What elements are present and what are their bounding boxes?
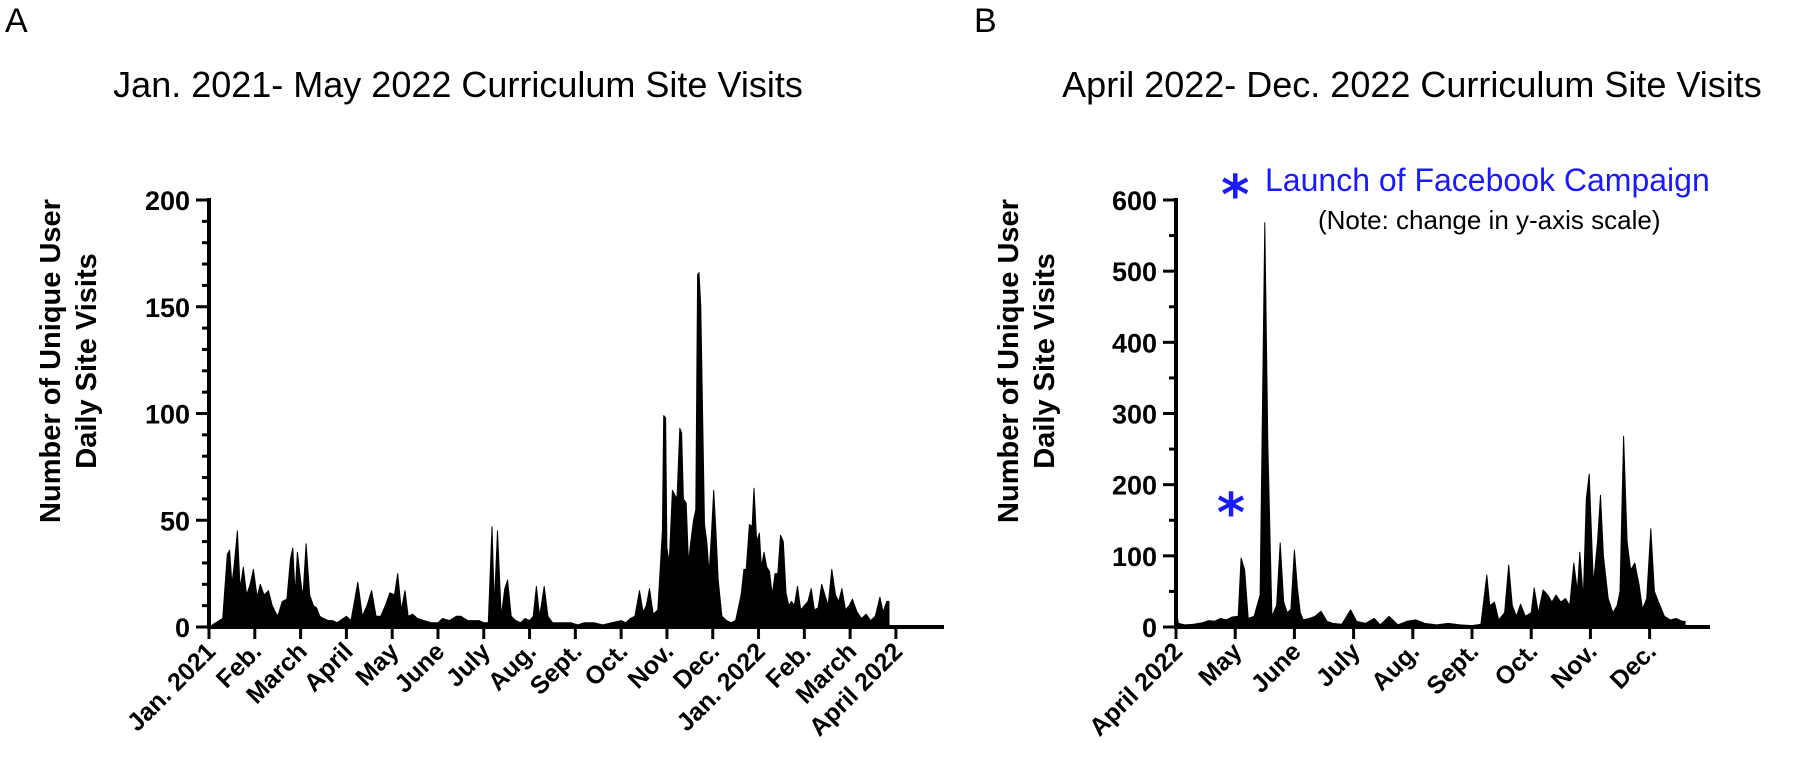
panel-a-y-tick-label: 0	[175, 613, 190, 643]
panel-a-x-tick-label: July	[441, 637, 496, 692]
panel-a-y-tick-label: 100	[145, 400, 190, 430]
panel-a-y-tick-label: 200	[145, 186, 190, 216]
panel-a-y-tick-label: 50	[160, 506, 190, 536]
panel-b-x-tick-label: Aug.	[1366, 637, 1425, 696]
panel-b-x-tick-label: Dec.	[1605, 637, 1662, 694]
panel-a: A Jan. 2021- May 2022 Curriculum Site Vi…	[5, 2, 944, 742]
panel-a-x-tick-label: April	[299, 637, 359, 697]
panel-b-letter: B	[974, 2, 997, 40]
panel-b: B April 2022- Dec. 2022 Curriculum Site …	[974, 2, 1762, 742]
panel-b-y-tick-label: 400	[1112, 328, 1157, 358]
panel-b-y-axis-title-line2: Daily Site Visits	[1029, 253, 1061, 468]
panel-b-title: April 2022- Dec. 2022 Curriculum Site Vi…	[1062, 64, 1762, 105]
panel-b-y-tick-label: 200	[1112, 471, 1157, 501]
panel-b-y-axis-title: Number of Unique User Daily Site Visits	[993, 199, 1061, 523]
launch-annotation: Launch of Facebook Campaign	[1265, 162, 1710, 198]
panel-b-x-tick-label: July	[1311, 637, 1366, 692]
panel-b-y-tick-label: 100	[1112, 542, 1157, 572]
panel-b-y-tick-label: 600	[1112, 186, 1157, 216]
panel-b-x-tick-label: Sept.	[1421, 637, 1484, 700]
panel-a-series-area-0	[208, 272, 890, 628]
panel-a-x-tick-label: Sept.	[525, 637, 588, 700]
panel-a-x-tick-label: Oct.	[579, 637, 633, 691]
panel-b-y-tick-label: 500	[1112, 257, 1157, 287]
panel-b-series-area-0	[1175, 222, 1686, 628]
panel-b-y-tick-label: 300	[1112, 400, 1157, 430]
panel-b-x-tick-label: Oct.	[1489, 637, 1543, 691]
panel-a-y-tick-label: 150	[145, 293, 190, 323]
panel-a-series	[208, 272, 890, 628]
panel-a-y-axis-title-line1: Number of Unique User	[35, 199, 67, 523]
annotation-star-icon: *	[1217, 482, 1245, 545]
panel-b-x-tick-label: Nov.	[1546, 637, 1603, 694]
panel-b-x-tick-label: May	[1193, 637, 1247, 691]
panel-a-letter: A	[5, 2, 28, 40]
panel-b-x-tick-label: June	[1246, 637, 1307, 698]
panel-a-title: Jan. 2021- May 2022 Curriculum Site Visi…	[113, 64, 803, 105]
panel-b-stars: **	[1217, 163, 1249, 544]
panel-b-x-tick-label: April 2022	[1084, 637, 1188, 741]
panel-b-series	[1175, 222, 1686, 628]
panel-a-y-axis-title-line2: Daily Site Visits	[71, 253, 103, 468]
panel-b-y-axis-title-line1: Number of Unique User	[993, 199, 1025, 523]
panel-a-x-tick-label: Jan. 2021	[122, 637, 221, 736]
panel-a-x-tick-label: Nov.	[622, 637, 679, 694]
y-scale-note: (Note: change in y-axis scale)	[1318, 205, 1660, 235]
panel-a-x-tick-label: June	[389, 637, 450, 698]
panel-a-y-axis-title: Number of Unique User Daily Site Visits	[35, 199, 103, 523]
panel-b-y-tick-label: 0	[1142, 613, 1157, 643]
annotation-star-icon: *	[1221, 163, 1249, 226]
